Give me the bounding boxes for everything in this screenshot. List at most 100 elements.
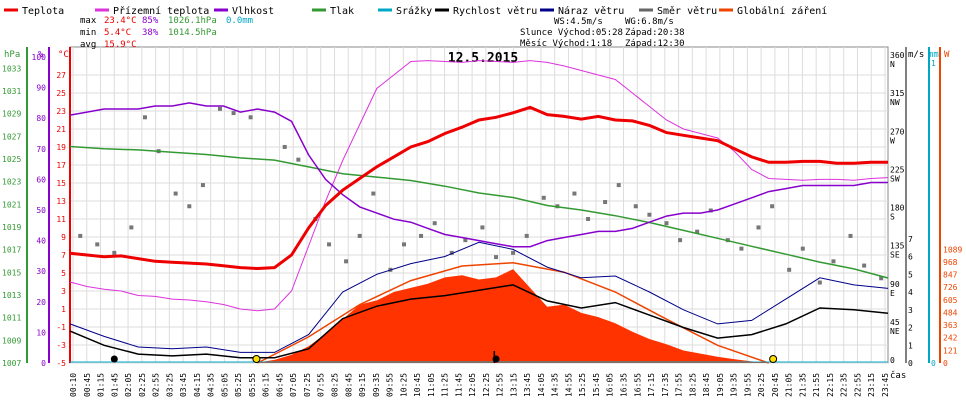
radiation-tick: 605: [943, 296, 958, 305]
pressure-tick: 1007: [2, 359, 21, 368]
axis-unit-humidity: %: [38, 50, 44, 60]
wind-dir-point: [616, 183, 621, 188]
pressure-tick: 1013: [2, 291, 21, 300]
x-tick-label: 07:25: [303, 373, 312, 397]
humidity-tick: 80: [36, 114, 46, 123]
legend-item: Náraz větru: [558, 5, 624, 17]
stats-label: min: [80, 28, 96, 38]
x-tick-label: 12:55: [496, 373, 505, 397]
x-tick-label: 05:05: [220, 373, 229, 397]
wind-dir-point: [633, 204, 638, 209]
radiation-tick: 121: [943, 346, 958, 355]
wind-dir-tick: 180: [890, 204, 905, 213]
x-tick-label: 01:15: [97, 373, 106, 397]
x-tick-label: 16:55: [633, 373, 642, 397]
wind-dir-point: [173, 191, 178, 196]
x-tick-label: 00:45: [83, 373, 92, 397]
wind-dir-label: NE: [890, 327, 900, 336]
wind-speed-tick: 2: [908, 324, 913, 333]
wind-dir-point: [511, 250, 516, 255]
temperature-tick: -3: [56, 341, 66, 350]
x-tick-label: 09:35: [372, 373, 381, 397]
legend-item: Přízemní teplota: [113, 5, 209, 17]
wind-dir-point: [187, 204, 192, 209]
wind-dir-point: [112, 250, 117, 255]
stats-humidity: 85%: [142, 16, 159, 26]
wind-dir-label: SE: [890, 251, 900, 260]
humidity-tick: 90: [36, 84, 46, 93]
x-tick-label: 10:45: [413, 373, 422, 397]
temperature-tick: 3: [61, 287, 66, 296]
wind-speed-tick: 7: [908, 235, 913, 244]
x-tick-label: 19:35: [730, 373, 739, 397]
x-tick-label: 00:10: [69, 373, 78, 397]
series-wind-speed: [69, 284, 889, 359]
wind-dir-label: S: [890, 213, 895, 222]
temperature-tick: 15: [56, 179, 66, 188]
wind-dir-point: [647, 212, 652, 217]
x-tick-label: 22:35: [840, 373, 849, 397]
axis-unit-wind-speed: m/s: [908, 50, 924, 60]
wind-dir-label: W: [890, 136, 895, 145]
legend-item: Směr větru: [657, 5, 717, 17]
info-sunset: Západ:20:38: [625, 28, 685, 38]
wind-dir-point: [419, 233, 424, 238]
series-radiation-area: [257, 269, 769, 363]
wind-dir-tick: 225: [890, 165, 905, 174]
x-tick-label: 16:05: [606, 373, 615, 397]
x-tick-label: 17:55: [675, 373, 684, 397]
wind-dir-point: [603, 200, 608, 205]
wind-dir-tick: 135: [890, 242, 905, 251]
series-wind-gust: [69, 241, 889, 353]
humidity-tick: 30: [36, 267, 46, 276]
radiation-tick: 968: [943, 258, 958, 267]
x-tick-label: 22:55: [853, 373, 862, 397]
pressure-tick: 1011: [2, 314, 21, 323]
x-tick-label: 19:55: [743, 373, 752, 397]
stats-pressure: 1026.1hPa: [168, 16, 217, 26]
legend-item: Tlak: [330, 6, 354, 17]
axis-unit-radiation: W: [944, 50, 950, 60]
wind-dir-point: [463, 238, 468, 243]
pressure-tick: 1017: [2, 246, 21, 255]
info-ws: WS:4.5m/s: [554, 17, 603, 27]
x-tick-label: 15:45: [592, 373, 601, 397]
moonrise-marker: [110, 355, 118, 363]
stats-temp: 5.4°C: [104, 28, 131, 38]
temperature-tick: 17: [56, 161, 66, 170]
wind-dir-point: [541, 195, 546, 200]
x-tick-label: 09:55: [386, 373, 395, 397]
x-tick-label: 20:45: [771, 373, 780, 397]
pressure-tick: 1015: [2, 268, 21, 277]
series-pressure: [69, 145, 889, 279]
legend-item: Teplota: [22, 6, 64, 17]
x-tick-label: 14:55: [564, 373, 573, 397]
wind-dir-point: [879, 276, 884, 281]
x-tick-label: 22:15: [826, 373, 835, 397]
humidity-tick: 100: [32, 53, 47, 62]
pressure-tick: 1029: [2, 110, 21, 119]
radiation-tick: 1089: [943, 245, 962, 254]
x-tick-label: 17:15: [647, 373, 656, 397]
temperature-tick: 1: [61, 305, 66, 314]
wind-speed-tick: 1: [908, 341, 913, 350]
stats-label: avg: [80, 40, 96, 50]
temperature-tick: 11: [56, 215, 66, 224]
wind-dir-tick: 90: [890, 280, 900, 289]
radiation-tick: 484: [943, 308, 958, 317]
humidity-tick: 70: [36, 145, 46, 154]
legend-item: Globální záření: [737, 5, 827, 17]
wind-dir-point: [78, 233, 83, 238]
wind-dir-point: [831, 259, 836, 264]
pressure-tick: 1021: [2, 200, 21, 209]
wind-dir-point: [787, 267, 792, 272]
wind-speed-tick: 0: [908, 359, 913, 368]
x-tick-label: 06:15: [262, 373, 271, 397]
pressure-tick: 1031: [2, 87, 21, 96]
x-tick-label: 07:05: [289, 373, 298, 397]
wind-dir-point: [695, 229, 700, 234]
x-tick-label: 21:05: [785, 373, 794, 397]
radiation-tick: 726: [943, 283, 958, 292]
series-temperature: [69, 105, 888, 271]
